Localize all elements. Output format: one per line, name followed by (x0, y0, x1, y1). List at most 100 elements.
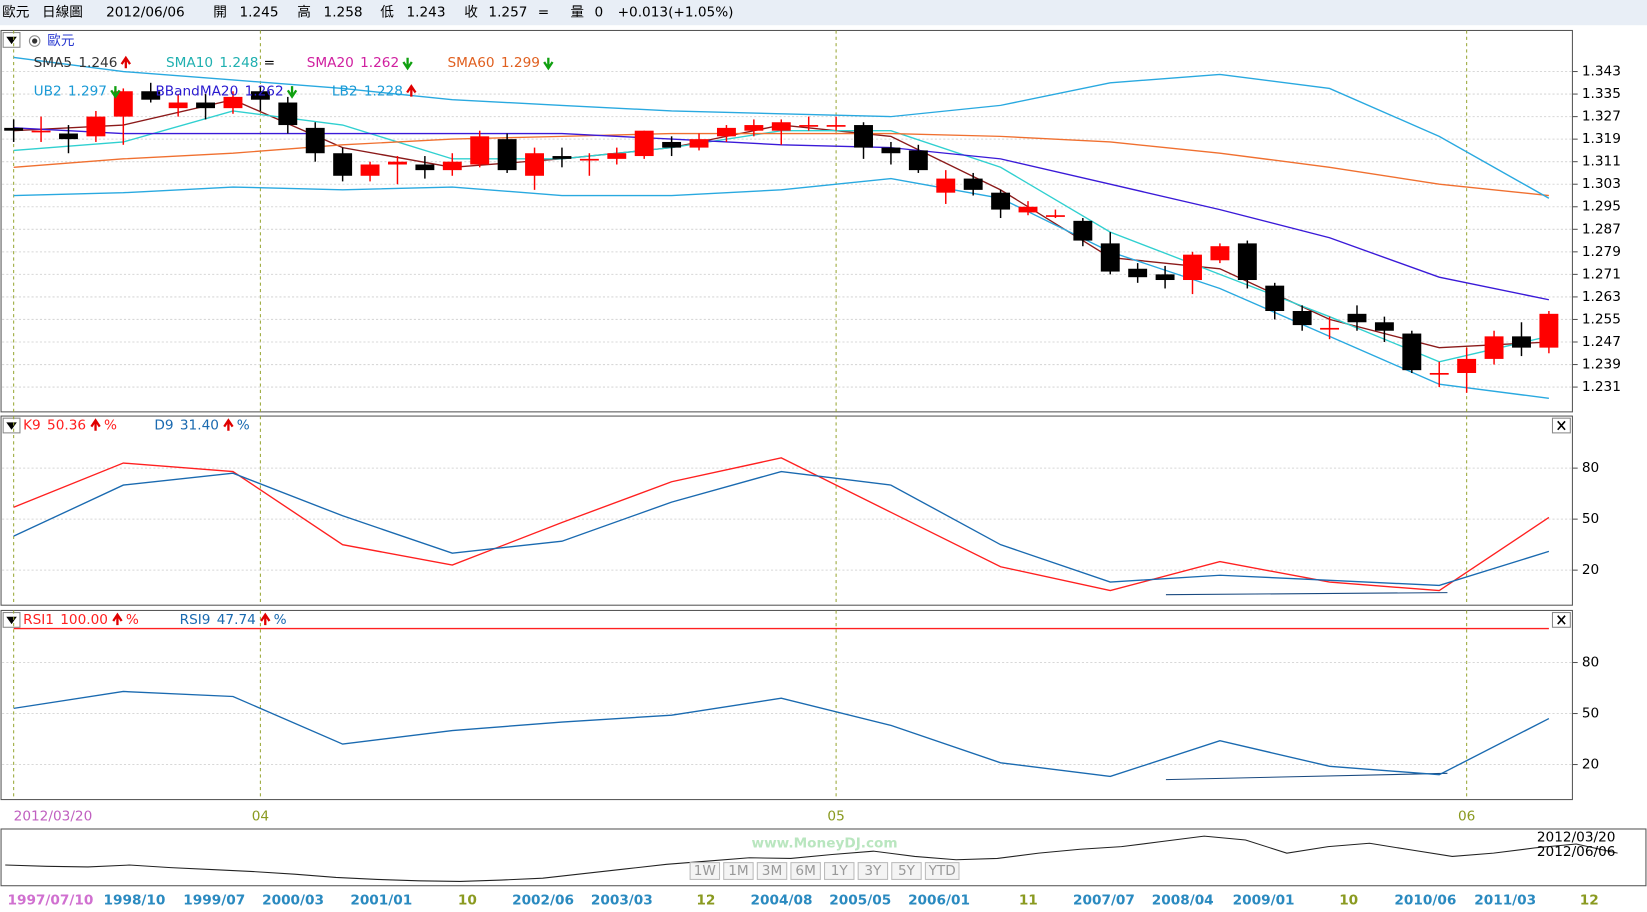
range-button[interactable]: 3Y (857, 862, 889, 880)
legend-name: RSI1 (23, 612, 54, 628)
y-tick-label: 1.255 (1582, 311, 1621, 327)
range-button-label: 1Y (831, 863, 849, 879)
range-button[interactable]: 5Y (891, 862, 922, 880)
legend-value: 1.248 (219, 55, 258, 71)
candle-body (771, 122, 791, 131)
candle-body (552, 156, 572, 159)
candle-body (4, 127, 24, 131)
candle-body (442, 161, 462, 171)
header-item: 2012/06/06 (106, 5, 185, 21)
range-button[interactable]: 1Y (824, 862, 855, 880)
candle-body (1100, 243, 1120, 272)
trend-arrow (90, 418, 101, 431)
legend-value: 1.246 (78, 55, 117, 71)
y-tick-label: 1.239 (1582, 357, 1621, 373)
candle-body (908, 150, 928, 171)
legend-name: BBandMA20 (155, 83, 238, 99)
navigator-panel (0, 828, 1647, 887)
candle-body (936, 178, 956, 193)
panel-menu[interactable] (2, 612, 21, 628)
header-item: 1.257 (488, 5, 527, 21)
candle-body (799, 125, 819, 127)
nav-x-label: 2002/06 (512, 892, 574, 908)
y-tick-label: 1.295 (1582, 199, 1621, 215)
watermark: www.MoneyDJ.com (751, 836, 897, 852)
range-button-label: 6M (795, 863, 815, 879)
range-button-label: 1W (694, 863, 717, 879)
range-button[interactable]: 1M (723, 862, 754, 880)
candle-body (113, 91, 133, 117)
nav-x-label: 11 (1019, 892, 1038, 908)
trend-arrow (223, 418, 234, 431)
range-button[interactable]: 6M (790, 862, 821, 880)
range-button-box (857, 862, 889, 880)
nav-x-label: 2010/06 (1394, 892, 1456, 908)
header-item: 0 (595, 5, 604, 21)
y-tick-label: 1.303 (1582, 176, 1621, 192)
y-tick-label: 80 (1582, 655, 1599, 671)
candle-body (1374, 322, 1394, 331)
range-button-box (891, 862, 922, 880)
header-item: 低 (380, 5, 394, 21)
trend-arrow (406, 84, 417, 97)
nav-x-label: 1998/10 (103, 892, 165, 908)
candle-body (360, 164, 380, 176)
candle-body (223, 96, 243, 109)
candle-body (716, 127, 736, 137)
candle-body (744, 125, 764, 131)
nav-x-label: 2006/01 (908, 892, 970, 908)
y-tick-label: 80 (1582, 460, 1599, 476)
candle-body (1128, 268, 1148, 278)
y-tick-label: 1.319 (1582, 131, 1621, 147)
panel-menu[interactable] (2, 417, 21, 434)
header-item: 量 (570, 5, 584, 21)
series-line (13, 127, 1550, 301)
candle-body (1539, 313, 1559, 348)
nav-x-label: 12 (696, 892, 715, 908)
y-tick-label: 1.327 (1582, 109, 1621, 125)
price-panel (0, 29, 1573, 413)
y-tick-label: 1.263 (1582, 289, 1621, 305)
nav-x-label: 12 (1580, 892, 1599, 908)
x-tick-label: 04 (252, 808, 269, 824)
trend-arrow (402, 57, 413, 71)
legend-value: 100.00 (60, 612, 108, 628)
close-button[interactable] (1551, 417, 1571, 434)
candle-body (1512, 336, 1531, 348)
candle-body (1320, 327, 1340, 330)
nav-x-label: 10 (458, 892, 477, 908)
range-button-label: 3M (762, 863, 782, 879)
candle-body (1237, 243, 1257, 281)
candle-body (388, 161, 407, 165)
legend-value: 50.36 (47, 418, 86, 434)
header-item: 日線圖 (42, 5, 83, 21)
candle-body (86, 116, 106, 137)
legend-value: 1.228 (364, 83, 403, 99)
range-button[interactable]: YTD (924, 862, 960, 880)
legend-name: UB2 (34, 83, 62, 99)
panel-menu[interactable] (2, 32, 41, 48)
range-button[interactable]: 1W (689, 862, 721, 880)
candle-body (1018, 206, 1038, 213)
nav-x-label: 2011/03 (1474, 892, 1536, 908)
close-button[interactable] (1551, 612, 1571, 628)
candle-body (250, 91, 270, 100)
range-button-label: 1M (728, 863, 748, 879)
header-item: 1.258 (324, 5, 363, 21)
series-line (13, 56, 1550, 199)
candle-body (470, 136, 490, 165)
range-button[interactable]: 3M (756, 862, 788, 880)
candle-body (991, 192, 1011, 210)
y-tick-label: 1.231 (1582, 379, 1621, 395)
candle-body (689, 139, 709, 148)
trend-arrow (112, 612, 123, 626)
legend-value: 1.262 (360, 55, 399, 71)
y-tick-label: 20 (1582, 562, 1599, 578)
header-item: 1.243 (406, 5, 445, 21)
header-item: 1.245 (239, 5, 278, 21)
candle-body (497, 139, 517, 171)
legend-value: 1.262 (245, 83, 284, 99)
y-tick-label: 50 (1582, 706, 1599, 722)
trendline (1165, 772, 1448, 781)
